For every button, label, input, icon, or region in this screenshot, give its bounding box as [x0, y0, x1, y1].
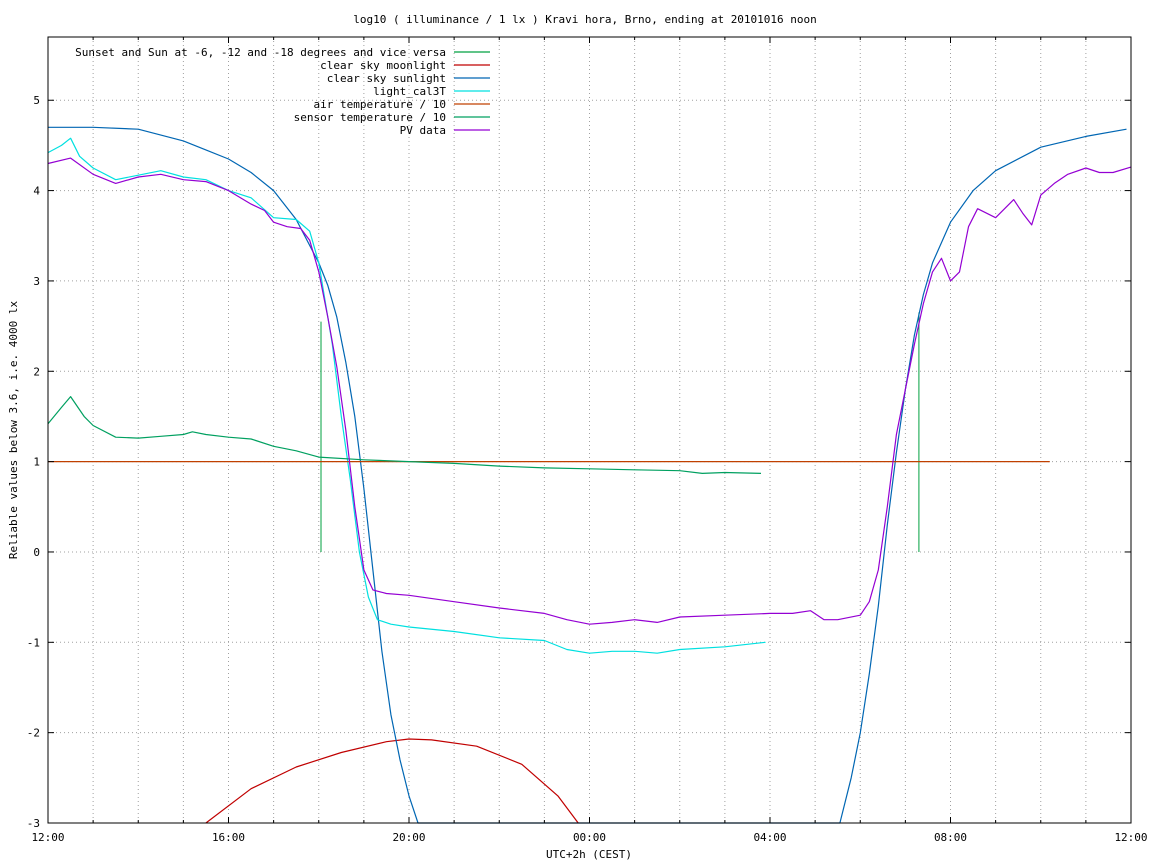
series-layer [47, 126, 1132, 824]
series-0 [320, 312, 920, 552]
x-tick-label: 08:00 [934, 831, 967, 844]
series-3 [47, 137, 766, 654]
series-line [47, 157, 1132, 625]
y-tick-label: 2 [33, 365, 40, 378]
legend-entry-label: sensor temperature / 10 [294, 111, 446, 124]
y-tick-label: -3 [27, 817, 40, 830]
x-tick-label: 20:00 [392, 831, 425, 844]
legend-entry-label: Sunset and Sun at -6, -12 and -18 degree… [75, 46, 446, 59]
y-axis-label: Reliable values below 3.6, i.e. 4000 lx [7, 300, 20, 559]
series-line [47, 137, 766, 654]
series-2 [48, 126, 1127, 824]
grid [48, 37, 1131, 823]
ticks: 12:00 16:00 20:00 00:00 04:00 08:00 12:00-3-2-… [27, 37, 1148, 844]
y-tick-label: 3 [33, 275, 40, 288]
legend: Sunset and Sun at -6, -12 and -18 degree… [75, 46, 490, 137]
series-5 [47, 396, 762, 474]
y-tick-label: 0 [33, 546, 40, 559]
x-tick-label: 00:00 [573, 831, 606, 844]
y-tick-label: -2 [27, 727, 40, 740]
legend-entry-label: air temperature / 10 [314, 98, 446, 111]
y-tick-label: -1 [27, 636, 40, 649]
series-1 [205, 738, 579, 824]
x-tick-label: 12:00 [31, 831, 64, 844]
x-tick-label: 16:00 [212, 831, 245, 844]
series-6 [47, 157, 1132, 625]
legend-entry-label: clear sky sunlight [327, 72, 446, 85]
legend-entry-label: light_cal3T [373, 85, 446, 98]
y-tick-label: 4 [33, 185, 40, 198]
series-line [48, 126, 1127, 824]
x-axis-label: UTC+2h (CEST) [546, 848, 632, 861]
y-tick-label: 5 [33, 94, 40, 107]
legend-entry-label: PV data [400, 124, 446, 137]
x-tick-label: 12:00 [1114, 831, 1147, 844]
x-tick-label: 04:00 [753, 831, 786, 844]
series-line [47, 396, 762, 474]
y-tick-label: 1 [33, 456, 40, 469]
legend-entry-label: clear sky moonlight [320, 59, 446, 72]
series-line [205, 738, 579, 824]
chart-title: log10 ( illuminance / 1 lx ) Kravi hora,… [353, 13, 817, 26]
